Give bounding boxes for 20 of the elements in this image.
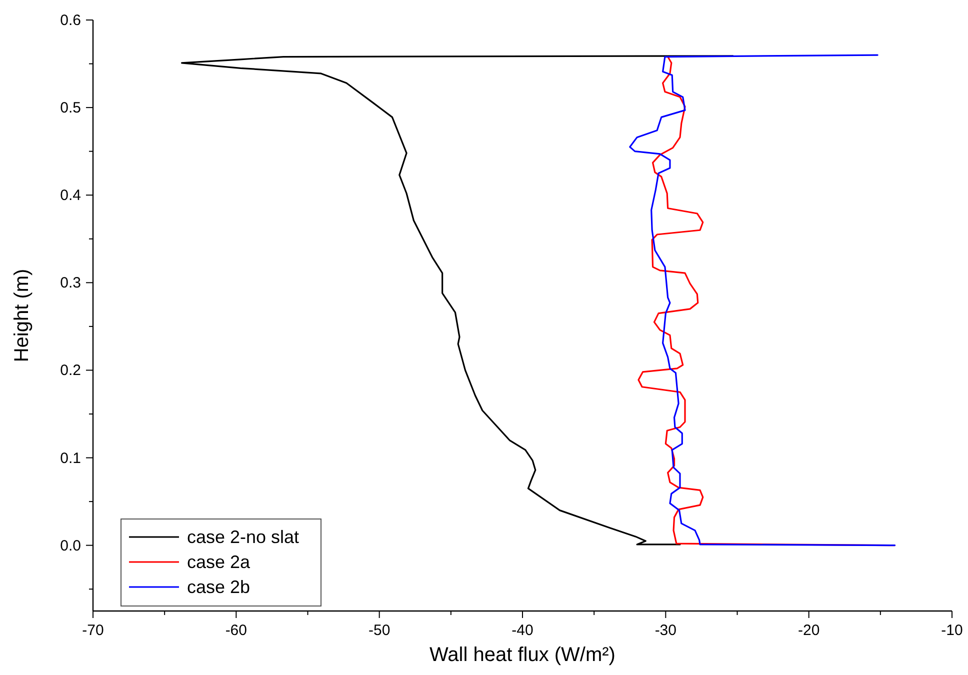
legend-label: case 2-no slat bbox=[187, 527, 300, 547]
line-series bbox=[180, 55, 734, 546]
y-tick-label: 0.3 bbox=[60, 274, 81, 292]
x-tick-label: -10 bbox=[941, 622, 963, 639]
x-tick-label: -60 bbox=[225, 622, 248, 639]
x-axis-title: Wall heat flux (W/m²) bbox=[430, 644, 616, 666]
y-tick-label: 0.5 bbox=[60, 100, 81, 117]
legend-label: case 2a bbox=[187, 552, 252, 572]
x-tick-label: -30 bbox=[654, 622, 677, 639]
y-tick-label: 0.4 bbox=[60, 187, 81, 204]
y-tick-label: 0.2 bbox=[60, 362, 81, 380]
y-tick-label: 0.0 bbox=[60, 537, 81, 554]
x-tick-label: -20 bbox=[798, 622, 820, 639]
y-tick-label: 0.6 bbox=[60, 12, 81, 29]
legend-label: case 2b bbox=[187, 577, 250, 597]
x-tick-label: -50 bbox=[368, 622, 390, 639]
x-tick-label: -40 bbox=[512, 622, 534, 639]
y-tick-label: 0.1 bbox=[60, 450, 81, 467]
y-axis-title: Height (m) bbox=[11, 268, 33, 362]
x-tick-label: -70 bbox=[82, 622, 104, 639]
